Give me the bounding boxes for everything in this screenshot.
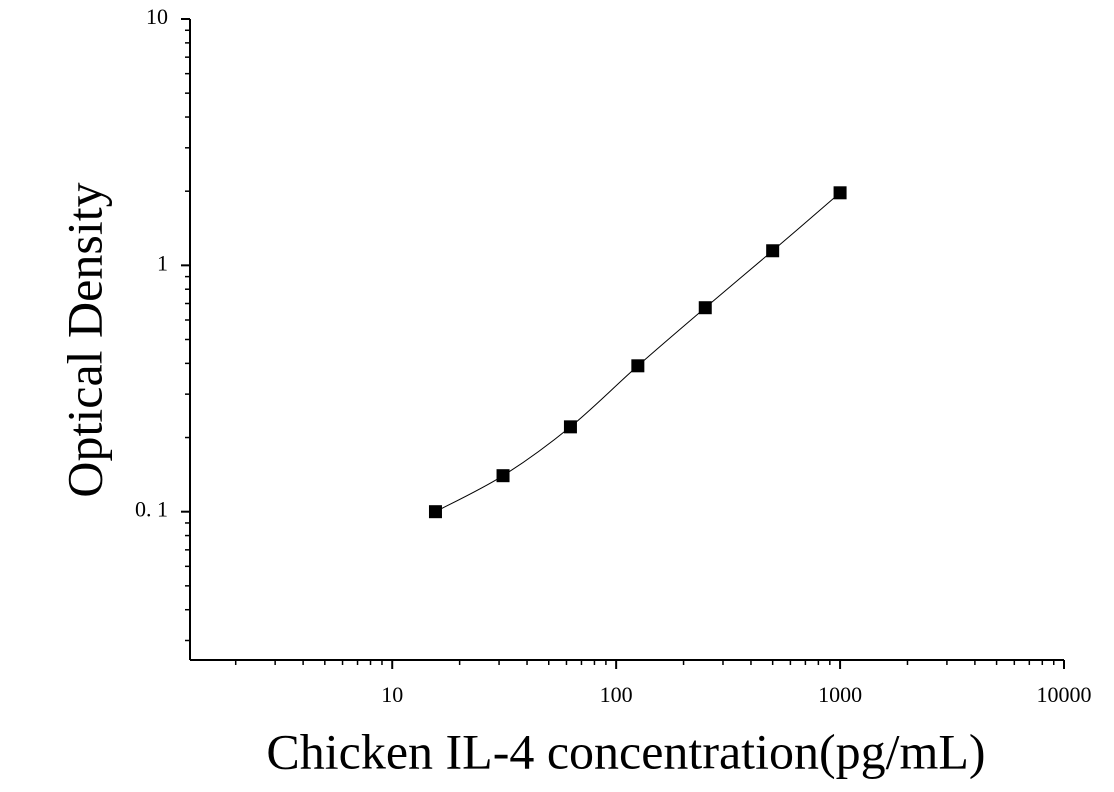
y-tick-label: 10 [146,4,168,29]
x-axis-label: Chicken IL-4 concentration(pg/mL) [266,723,985,779]
marker [631,359,645,373]
x-tick-label: 10000 [1037,682,1092,707]
y-axis-label: Optical Density [56,182,112,497]
marker [563,420,577,434]
marker [766,244,780,258]
x-tick-label: 10 [381,682,403,707]
marker [698,301,712,315]
marker [833,186,847,200]
marker [496,469,510,483]
marker [428,505,442,519]
y-tick-label: 0. 1 [135,497,168,522]
x-tick-label: 1000 [818,682,862,707]
x-tick-label: 100 [600,682,633,707]
y-tick-label: 1 [157,250,168,275]
fit-curve [435,192,841,513]
